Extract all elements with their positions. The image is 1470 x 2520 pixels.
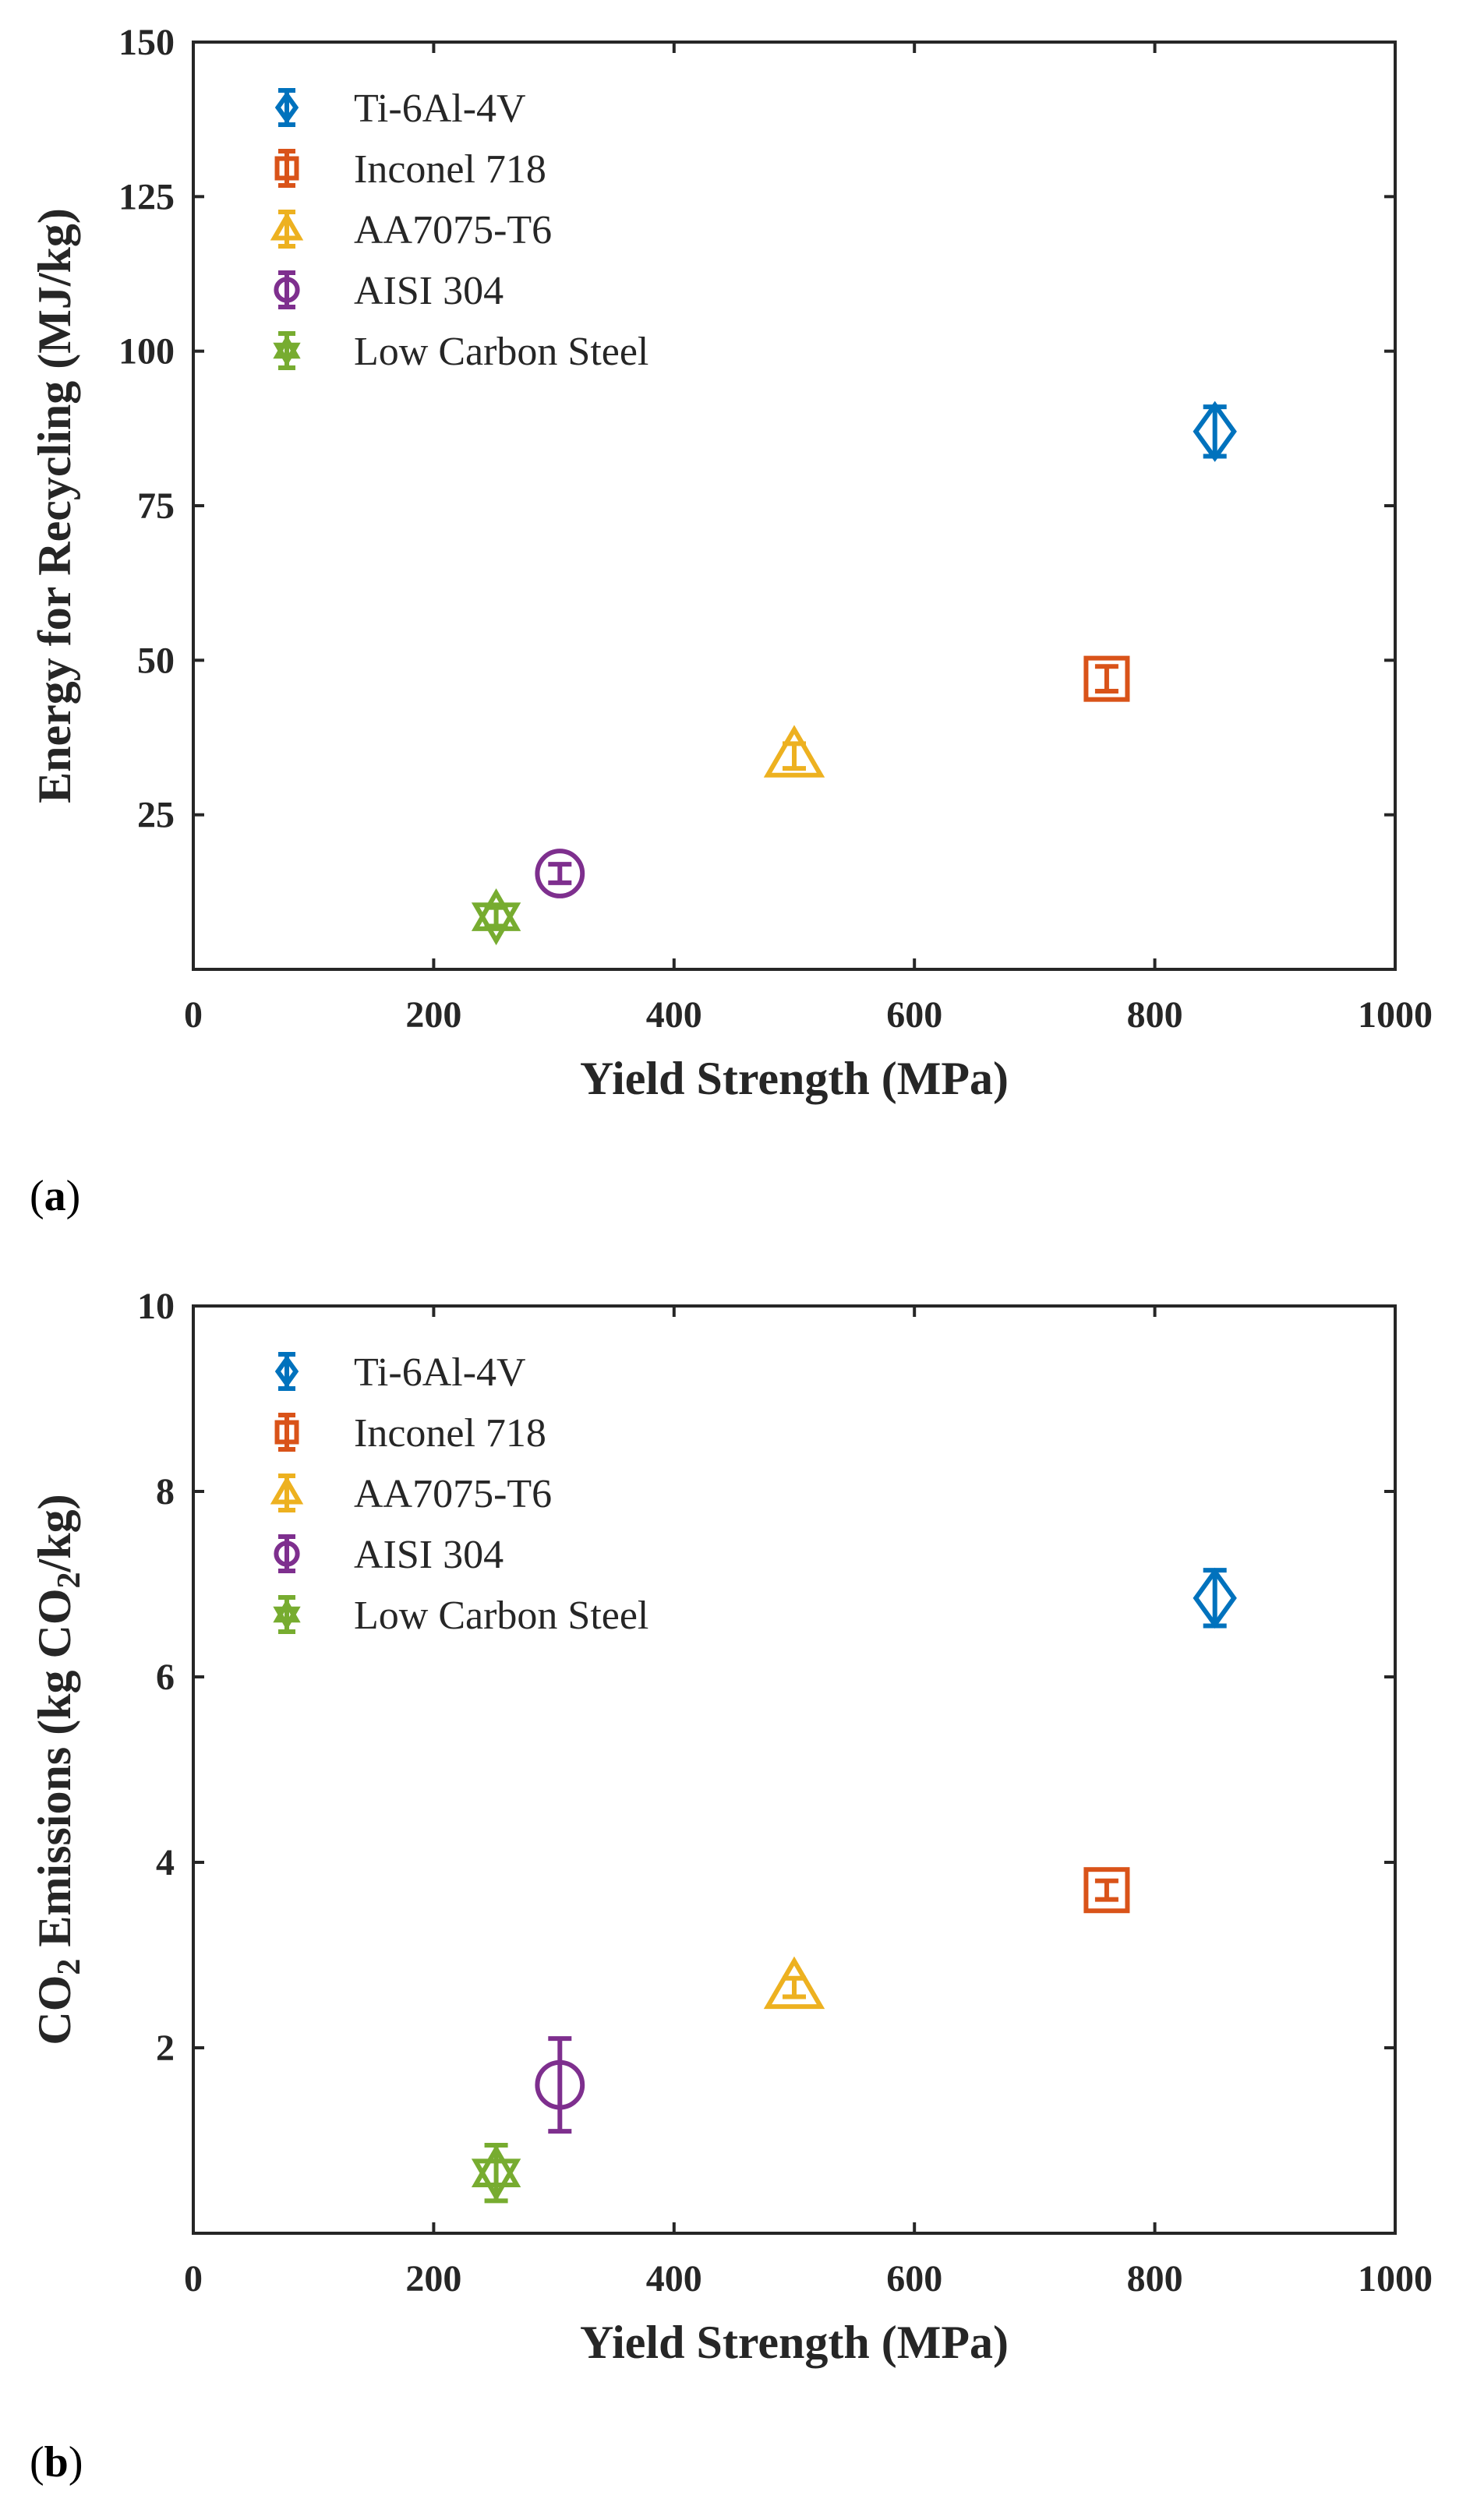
panel-b-legend-label: Ti-6Al-4V [354,1350,526,1395]
panel-a-series-square-square-marker [1083,655,1130,702]
panel-b-series-diamond-diamond-marker [1193,1567,1237,1629]
panel-a-series-triangle [763,725,825,778]
panel-b-series-circle-circle-marker [535,2059,585,2110]
panel-a-y-axis-label: Energy for Recycling (MJ/kg) [29,208,80,803]
panel-a-x-tick-label: 200 [405,994,461,1036]
panel-a-panel-letter: a [44,1172,66,1220]
panel-b: 0 200 400 600 800 1000 2 4 6 8 10 Yield Strength (M… [29,1286,1433,2486]
panel-a-series-hexagram-hexagram-down [471,902,521,946]
panel-b-series-triangle [763,1956,825,2010]
panel-a-legend: Ti-6Al-4V Inconel 718 AA7075-T6 AISI 304 Low… [270,86,648,374]
panel-a-y-tick-label: 100 [118,331,175,372]
panel-b-y-label-part: /kg) [29,1494,80,1572]
panel-b-legend-label: AA7075-T6 [354,1472,552,1516]
panel-a-panel-paren-close: ) [66,1172,81,1220]
panel-b-series-diamond [1193,1567,1237,1629]
panel-a-y-tick-label: 25 [137,795,175,836]
panel-b-x-tick-label: 800 [1127,2258,1183,2299]
panel-b-series-circle [535,2036,585,2134]
panel-b-y-tick-label: 8 [156,1471,175,1512]
panel-a-y-tick-label: 50 [137,640,175,681]
panel-a-x-axis-label: Yield Strength (MPa) [580,1053,1009,1104]
panel-a-series-circle [535,849,585,898]
panel-b-series-triangle-triangle-marker [763,1956,825,2010]
panel-a-legend-label: AA7075-T6 [354,208,552,252]
panel-b-legend-label: Inconel 718 [354,1411,546,1456]
panel-b-series-square-square-marker [1083,1867,1130,1914]
panel-b-panel-letter: b [44,2438,69,2486]
panel-a-legend-label: AISI 304 [354,269,504,313]
panel-a-panel-label: (a) [30,1172,80,1220]
panel-a-x-tick-label: 400 [646,994,702,1036]
panel-b-legend-hexagram-hexagram-up [273,1598,301,1623]
panel-b-panel-label: (b) [30,2438,83,2486]
panel-b-legend: Ti-6Al-4V Inconel 718 AA7075-T6 AISI 304 Low… [270,1350,648,1638]
panel-a-legend-hexagram-hexagram-down [273,342,301,367]
panel-b-panel-paren-open: ( [30,2438,44,2486]
panel-a-series-hexagram-hexagram-up [471,888,521,931]
panel-b-series-square [1083,1867,1130,1914]
panel-a-series-square [1083,655,1130,702]
panel-a-legend-hexagram-hexagram-up [273,334,301,359]
panel-a-legend-label: Low Carbon Steel [354,330,648,374]
panel-b-legend-diamond-diamond-marker [274,1354,299,1389]
panel-b-y-axis-label: CO2 Emissions (kg CO2/kg) [29,1494,87,2045]
panel-a-series-triangle-triangle-marker [763,725,825,778]
panel-b-x-tick-label: 400 [646,2258,702,2299]
panel-b-y-tick-label: 6 [156,1657,175,1698]
panel-b-y-label-subscript: 2 [51,1572,87,1588]
panel-a-y-tick-label: 150 [118,22,175,63]
panel-b-y-label-part: CO [29,1975,80,2045]
panel-a-y-tick-label: 125 [118,176,175,217]
panel-a-x-tick-label: 600 [886,994,942,1036]
panel-a-series-hexagram [471,888,521,946]
panel-b-legend-label: AISI 304 [354,1533,504,1577]
panel-a-legend-square-square-marker [274,156,299,181]
panel-a-panel-paren-open: ( [30,1172,44,1220]
panel-a-y-tick-label: 75 [137,485,175,527]
panel-b-y-label-part: Emissions (kg CO [29,1588,80,1958]
panel-b-series-hexagram-hexagram-up [471,2144,521,2187]
panel-b-x-tick-label: 0 [184,2258,203,2299]
panel-a-x-tick-label: 800 [1127,994,1183,1036]
panel-a: 0 200 400 600 800 1000 25 50 75 100 125 150 Yield St… [29,22,1433,1220]
panel-a-legend-triangle-triangle-marker [270,212,304,241]
panel-a-series-diamond [1193,401,1237,462]
panel-b-legend-square-square-marker [274,1420,299,1445]
panel-b-legend-triangle-triangle-marker [270,1476,304,1505]
panel-b-legend-label: Low Carbon Steel [354,1594,648,1638]
panel-b-x-axis-label: Yield Strength (MPa) [580,2317,1009,2368]
panel-a-series-circle-circle-marker [535,849,585,898]
panel-b-y-tick-label: 4 [156,1842,175,1883]
panel-b-x-tick-label: 1000 [1358,2258,1433,2299]
panel-b-y-tick-label: 10 [137,1286,175,1327]
panel-b-legend-hexagram-hexagram-down [273,1606,301,1631]
panel-b-panel-paren-close: ) [69,2438,83,2486]
panel-b-y-tick-label: 2 [156,2028,175,2069]
panel-a-legend-circle-circle-marker [274,277,300,303]
panel-a-legend-label: Ti-6Al-4V [354,86,526,131]
panel-b-x-tick-label: 600 [886,2258,942,2299]
panel-b-series-hexagram-hexagram-down [471,2158,521,2202]
panel-a-legend-label: Inconel 718 [354,147,546,192]
panel-b-y-label-subscript: 2 [51,1959,87,1975]
panel-b-series-hexagram [471,2142,521,2204]
panel-a-legend-diamond-diamond-marker [274,90,299,125]
panel-b-x-tick-label: 200 [405,2258,461,2299]
panel-b-axes-box [192,1304,1397,2235]
panel-a-series-diamond-diamond-marker [1193,401,1237,462]
panel-b-legend-circle-circle-marker [274,1541,300,1567]
panel-a-x-tick-label: 1000 [1358,994,1433,1036]
panel-a-x-tick-label: 0 [184,994,203,1036]
